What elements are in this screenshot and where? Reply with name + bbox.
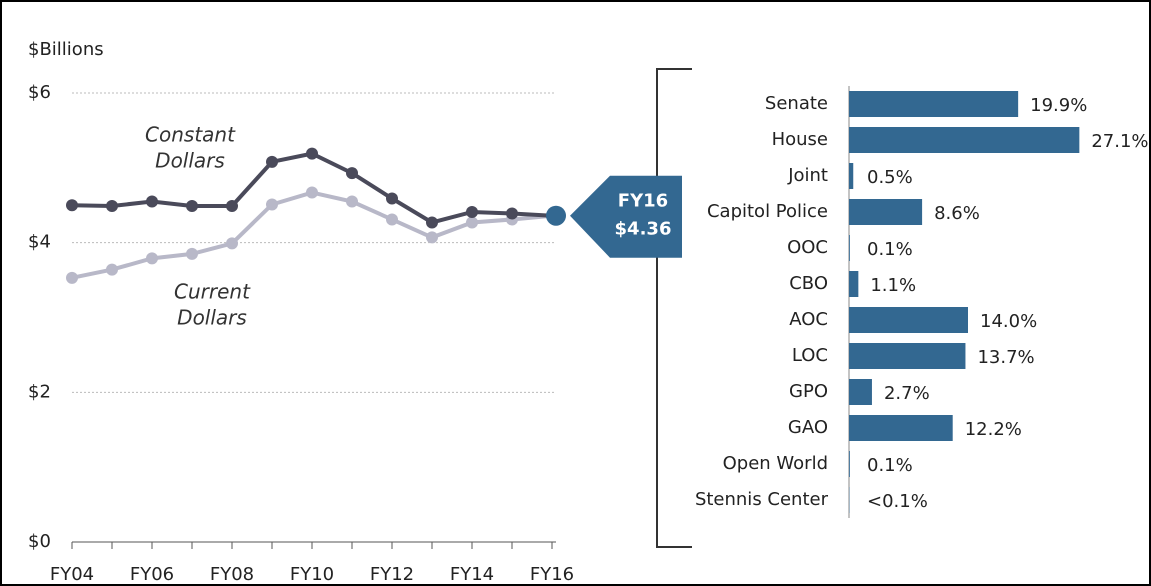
value-label: 1.1% xyxy=(870,275,916,296)
value-label: 0.5% xyxy=(867,167,913,188)
y-tick-label: $2 xyxy=(28,381,51,402)
point xyxy=(466,216,478,229)
y-tick-label: GAO xyxy=(788,417,828,438)
bracket xyxy=(656,68,692,548)
value-label: 0.1% xyxy=(867,455,913,476)
y-tick-label: GPO xyxy=(789,381,828,402)
x-tick-label: FY14 xyxy=(450,564,494,585)
value-label: 0.1% xyxy=(867,239,913,260)
point xyxy=(146,195,158,208)
bar xyxy=(849,415,953,441)
point xyxy=(146,252,158,265)
highlight-point xyxy=(546,205,566,226)
value-label: 2.7% xyxy=(884,383,930,404)
x-tick-label: FY16 xyxy=(530,564,574,585)
x-tick-label: FY04 xyxy=(50,564,94,585)
y-tick-label: $6 xyxy=(28,82,51,103)
point xyxy=(386,213,398,226)
callout-text: $4.36 xyxy=(615,219,672,240)
y-tick-label: House xyxy=(772,129,828,150)
point xyxy=(66,199,78,212)
value-label: <0.1% xyxy=(867,491,928,512)
point xyxy=(106,263,118,276)
bar xyxy=(849,379,872,405)
y-tick-label: Capitol Police xyxy=(707,201,828,222)
point xyxy=(466,205,478,218)
bar xyxy=(849,127,1080,153)
x-tick-label: FY08 xyxy=(210,564,254,585)
point xyxy=(386,192,398,205)
y-tick-label: Joint xyxy=(787,165,828,186)
point xyxy=(66,271,78,284)
point xyxy=(346,195,358,208)
callout-text: FY16 xyxy=(618,191,668,212)
y-axis-label: $Billions xyxy=(28,39,104,60)
value-label: 8.6% xyxy=(934,203,980,224)
point xyxy=(506,207,518,220)
value-label: 27.1% xyxy=(1091,131,1148,152)
point xyxy=(426,231,438,244)
callout xyxy=(570,175,682,258)
bar xyxy=(849,307,968,333)
annotation: Dollars xyxy=(177,306,247,330)
y-tick-label: CBO xyxy=(789,273,828,294)
value-label: 19.9% xyxy=(1030,95,1087,116)
y-tick-label: Senate xyxy=(765,93,828,114)
y-tick-label: Stennis Center xyxy=(695,489,829,510)
bar xyxy=(849,451,850,477)
annotation: Dollars xyxy=(155,149,225,173)
y-tick-label: OOC xyxy=(787,237,828,258)
point xyxy=(306,147,318,160)
point xyxy=(266,155,278,168)
y-tick-label: $4 xyxy=(28,232,51,253)
bar xyxy=(849,343,966,369)
point xyxy=(266,198,278,211)
value-label: 13.7% xyxy=(977,347,1034,368)
bar xyxy=(849,91,1019,117)
point xyxy=(306,186,318,199)
x-tick-label: FY12 xyxy=(370,564,414,585)
point xyxy=(106,199,118,212)
bar xyxy=(849,199,923,225)
annotation: Constant xyxy=(145,123,236,147)
value-label: 14.0% xyxy=(980,311,1037,332)
annotation: Current xyxy=(174,280,251,304)
point xyxy=(186,199,198,212)
bar xyxy=(849,235,850,261)
y-tick-label: AOC xyxy=(789,309,828,330)
x-tick-label: FY06 xyxy=(130,564,174,585)
bar xyxy=(849,163,854,189)
value-label: 12.2% xyxy=(965,419,1022,440)
y-tick-label: $0 xyxy=(28,531,51,552)
y-tick-label: LOC xyxy=(792,345,828,366)
x-tick-label: FY10 xyxy=(290,564,334,585)
y-tick-label: Open World xyxy=(723,453,828,474)
bar xyxy=(849,271,859,297)
point xyxy=(186,247,198,260)
point xyxy=(226,199,238,212)
point xyxy=(346,167,358,180)
point xyxy=(226,237,238,250)
point xyxy=(426,216,438,229)
